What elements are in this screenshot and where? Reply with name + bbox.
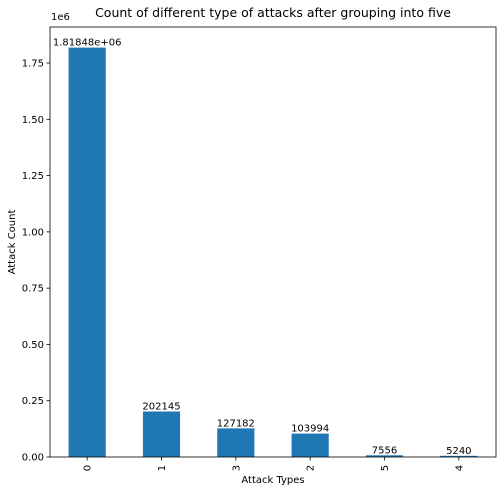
bar-value-label-0: 1.81848e+06 — [53, 38, 122, 49]
x-tick-label-5: 5 — [380, 465, 391, 471]
bar-0 — [68, 47, 106, 458]
bar-value-label-4: 5240 — [446, 446, 471, 457]
bar-4 — [440, 455, 478, 457]
x-tick-label-1: 1 — [157, 465, 168, 471]
bar-value-label-3: 127182 — [217, 418, 255, 429]
bar-value-label-1: 202145 — [142, 401, 180, 412]
x-tick-label-3: 3 — [231, 465, 242, 471]
plot-frame — [49, 26, 497, 458]
bar-5 — [365, 455, 404, 457]
x-axis-label: Attack Types — [241, 475, 304, 486]
y-tick-label: 1.75 — [22, 59, 44, 70]
y-axis-label: Attack Count — [7, 210, 18, 275]
bar-value-labels: 1.81848e+06 202145 127182 103994 7556 5240 — [53, 38, 472, 457]
bar-1 — [142, 411, 181, 457]
y-tick-label: 1.00 — [22, 227, 44, 238]
y-tick-label: 0.75 — [22, 284, 44, 295]
y-tick-label: 1.50 — [22, 115, 44, 126]
bar-value-label-5: 7556 — [372, 445, 397, 456]
x-tick-label-4: 4 — [454, 465, 465, 471]
bar-2 — [291, 433, 329, 457]
y-tick-label: 1.25 — [22, 171, 44, 182]
y-tick-label: 0.25 — [22, 396, 44, 407]
bars-group — [68, 47, 478, 458]
chart-title: Count of different type of attacks after… — [95, 5, 451, 20]
x-tick-label-0: 0 — [83, 465, 94, 471]
y-axis-ticks: 0.00 0.25 0.50 0.75 1.00 1.25 1.50 1.75 — [22, 59, 50, 464]
x-axis-ticks: 0 1 3 2 5 4 — [83, 457, 465, 471]
x-tick-label-2: 2 — [306, 465, 317, 471]
y-tick-label: 0.50 — [22, 340, 44, 351]
bar-3 — [217, 428, 255, 457]
y-tick-label: 0.00 — [22, 453, 44, 464]
y-scale-offset-label: 1e6 — [51, 12, 70, 23]
bar-value-label-2: 103994 — [291, 424, 329, 435]
